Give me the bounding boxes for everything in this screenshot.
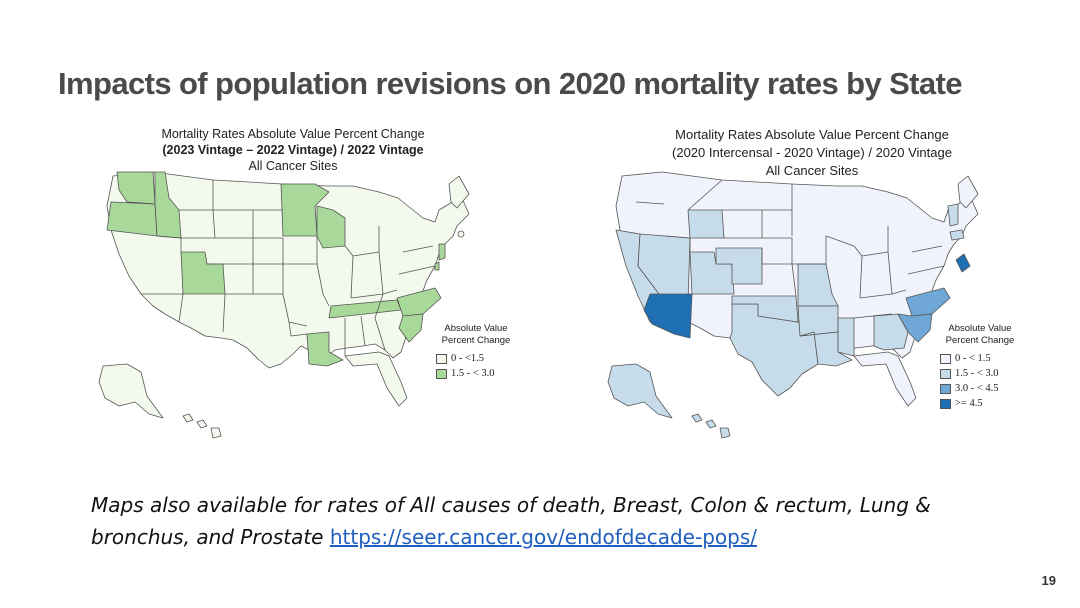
state-sc bbox=[398, 313, 424, 343]
legend-item: 3.0 - < 4.5 bbox=[940, 381, 1020, 396]
legend-right: Absolute Value Percent Change 0 - < 1.5 … bbox=[940, 323, 1020, 411]
state-dc bbox=[955, 253, 971, 273]
legend-item: 1.5 - < 3.0 bbox=[940, 366, 1020, 381]
legend-item: 0 - <1.5 bbox=[436, 351, 516, 366]
state-ms bbox=[837, 317, 855, 357]
legend-title: Absolute Value Percent Change bbox=[940, 323, 1020, 347]
map-header-line3: All Cancer Sites bbox=[248, 159, 338, 173]
state-fl bbox=[344, 351, 408, 407]
state-wy bbox=[687, 209, 725, 239]
map-header-line2: (2020 Intercensal - 2020 Vintage) / 2020… bbox=[672, 145, 952, 160]
map-panel-vintage-comparison: Mortality Rates Absolute Value Percent C… bbox=[83, 126, 523, 444]
footnote: Maps also available for rates of All cau… bbox=[91, 489, 1011, 553]
us-choropleth-map-left bbox=[98, 171, 470, 439]
state-id bbox=[154, 171, 182, 239]
legend-title-line2: Percent Change bbox=[945, 335, 1015, 346]
legend-item: >= 4.5 bbox=[940, 396, 1020, 411]
state-la bbox=[306, 331, 344, 367]
legend-item: 0 - < 1.5 bbox=[940, 351, 1020, 366]
legend-swatch bbox=[436, 368, 447, 379]
legend-title-line1: Absolute Value bbox=[948, 323, 1012, 334]
state-mn bbox=[280, 183, 330, 237]
legend-label: 0 - < 1.5 bbox=[955, 353, 991, 364]
map-header-line2: (2023 Vintage – 2022 Vintage) / 2022 Vin… bbox=[162, 143, 424, 157]
legend-label: 1.5 - < 3.0 bbox=[955, 368, 999, 379]
legend-title-line1: Absolute Value bbox=[444, 323, 508, 334]
slide-title: Impacts of population revisions on 2020 … bbox=[58, 66, 963, 101]
legend-swatch bbox=[940, 383, 951, 394]
map-panel-intercensal-comparison: Mortality Rates Absolute Value Percent C… bbox=[592, 126, 1032, 444]
legend-label: 3.0 - < 4.5 bbox=[955, 383, 999, 394]
state-ct bbox=[949, 229, 965, 241]
map-header: Mortality Rates Absolute Value Percent C… bbox=[128, 126, 458, 174]
legend-label: >= 4.5 bbox=[955, 398, 983, 409]
legend-title: Absolute Value Percent Change bbox=[436, 323, 516, 347]
state-ar bbox=[797, 305, 839, 337]
legend-item: 1.5 - < 3.0 bbox=[436, 366, 516, 381]
state-nh bbox=[947, 203, 959, 227]
map-header: Mortality Rates Absolute Value Percent C… bbox=[612, 126, 1012, 180]
state-nj bbox=[438, 243, 446, 261]
state-base-contiguous bbox=[106, 171, 470, 369]
legend-swatch bbox=[940, 368, 951, 379]
state-sc bbox=[897, 313, 933, 343]
state-az bbox=[643, 293, 693, 339]
state-ak bbox=[98, 363, 164, 419]
state-fl bbox=[853, 351, 917, 407]
state-hi bbox=[691, 413, 731, 439]
state-hi bbox=[182, 413, 222, 439]
seer-link[interactable]: https://seer.cancer.gov/endofdecade-pops… bbox=[329, 525, 757, 549]
state-de bbox=[434, 261, 440, 271]
legend-label: 1.5 - < 3.0 bbox=[451, 368, 495, 379]
legend-swatch bbox=[940, 353, 951, 364]
state-me bbox=[957, 175, 979, 209]
state-ak bbox=[607, 363, 673, 419]
state-or bbox=[106, 201, 158, 237]
legend-label: 0 - <1.5 bbox=[451, 353, 485, 364]
us-choropleth-map-right bbox=[607, 171, 979, 439]
legend-swatch bbox=[940, 398, 951, 409]
state-me bbox=[448, 175, 470, 209]
page-number: 19 bbox=[1041, 573, 1056, 588]
legend-swatch bbox=[436, 353, 447, 364]
footnote-text: Maps also available for rates of All cau… bbox=[91, 493, 931, 549]
map-header-line1: Mortality Rates Absolute Value Percent C… bbox=[161, 127, 425, 141]
map-header-line3: All Cancer Sites bbox=[765, 163, 859, 178]
map-header-line1: Mortality Rates Absolute Value Percent C… bbox=[675, 127, 949, 142]
legend-left: Absolute Value Percent Change 0 - <1.5 1… bbox=[436, 323, 516, 381]
state-ri bbox=[457, 230, 465, 238]
legend-title-line2: Percent Change bbox=[441, 335, 511, 346]
